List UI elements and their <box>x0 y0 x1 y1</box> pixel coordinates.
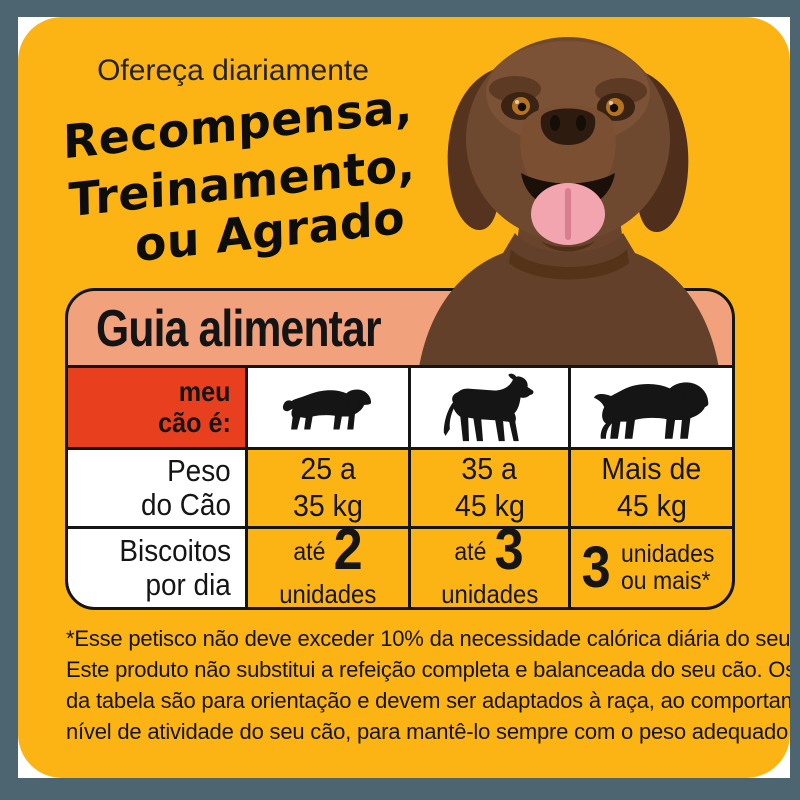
biscuits-unit: unidades <box>279 578 377 609</box>
feeding-guide-title: Guia alimentar <box>96 300 382 358</box>
dog-size-large-cell <box>571 368 732 447</box>
biscuits-cell-small: até 2 unidades <box>248 517 408 609</box>
weight-label-line-2: do Cão <box>141 487 231 522</box>
biscuits-label-line-1: Biscoitos <box>119 532 231 568</box>
weight-value-line: 45 kg <box>616 488 687 523</box>
weight-value-line: 25 a <box>300 451 356 487</box>
disclaimer-line-3: da tabela são para orientação e devem se… <box>66 688 790 713</box>
disclaimer-line-1: *Esse petisco não deve exceder 10% da ne… <box>66 626 790 651</box>
label-card-face: Ofereça diariamente Recompensa, Treiname… <box>18 17 790 778</box>
disclaimer-line-2: Este produto não substitui a refeição co… <box>66 657 790 682</box>
biscuits-unit: unidades <box>440 578 539 609</box>
biscuits-cell-large: 3 unidades ou mais* <box>571 529 732 607</box>
my-dog-label-line-2: cão é: <box>158 406 231 438</box>
biscuits-label-line-2: por dia <box>145 567 231 602</box>
biscuits-prefix: até <box>293 537 326 566</box>
weight-value-line: 35 a <box>461 451 518 487</box>
weight-cell-small: 25 a 35 kg <box>248 450 408 526</box>
weight-cell-large: Mais de 45 kg <box>571 450 732 526</box>
dog-size-medium-cell <box>411 368 568 447</box>
weight-cell-medium: 35 a 45 kg <box>411 450 568 526</box>
small-dog-icon <box>282 389 372 430</box>
weight-value-line: 45 kg <box>454 488 525 523</box>
biscuits-row-label-cell: Biscoitos por dia <box>68 529 245 607</box>
weight-value-line: Mais de <box>601 451 702 487</box>
disclaimer-text: *Esse petisco não deve exceder 10% da ne… <box>66 623 790 747</box>
medium-dog-icon <box>443 373 533 441</box>
large-dog-icon <box>593 381 708 439</box>
labrador-dog-illustration <box>419 37 719 368</box>
weight-row-label-cell: Peso do Cão <box>68 450 245 526</box>
daily-offer-text: Ofereça diariamente <box>97 54 369 87</box>
biscuits-cell-medium: até 3 unidades <box>411 517 568 609</box>
labrador-dog-photo <box>403 17 737 368</box>
biscuits-count: 3 <box>581 535 611 601</box>
my-dog-label-line-1: meu <box>179 376 231 408</box>
weight-label-line-1: Peso <box>167 452 231 488</box>
label-card: Ofereça diariamente Recompensa, Treiname… <box>18 17 790 778</box>
disclaimer-line-4: nível de atividade do seu cão, para mant… <box>66 719 790 744</box>
biscuits-count: 3 <box>494 517 524 583</box>
biscuits-prefix: até <box>454 537 487 566</box>
biscuits-unit: ou mais* <box>621 567 711 595</box>
biscuits-count: 2 <box>333 517 363 583</box>
biscuits-unit: unidades <box>621 539 715 568</box>
feeding-guide-table: meu cão é: <box>65 365 735 610</box>
my-dog-header-cell: meu cão é: <box>68 368 245 447</box>
weight-value-line: 35 kg <box>293 488 363 523</box>
dog-size-small-cell <box>248 368 408 447</box>
dog-eyes <box>501 92 635 121</box>
